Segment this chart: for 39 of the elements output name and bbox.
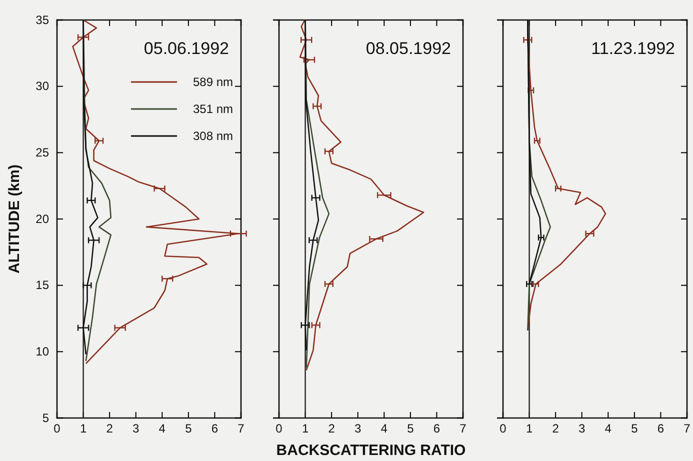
x-tick-label: 3: [578, 422, 586, 436]
x-tick-label: 2: [106, 422, 114, 436]
x-tick-label: 1: [526, 422, 533, 436]
x-tick-label: 5: [185, 422, 192, 436]
y-axis-title: ALTITUDE (km): [6, 164, 23, 274]
x-tick-label: 2: [552, 422, 560, 436]
legend-label: 351 nm: [193, 102, 234, 116]
text: 08.05.1992: [366, 39, 451, 58]
x-tick-label: 3: [354, 422, 362, 436]
x-tick-label: 0: [54, 422, 61, 436]
x-tick-label: 6: [211, 422, 218, 436]
x-axis-title: BACKSCATTERING RATIO: [276, 442, 466, 459]
x-tick-label: 7: [238, 422, 245, 436]
x-tick-label: 0: [276, 422, 283, 436]
text: 11.23.1992: [591, 39, 675, 58]
y-tick-label: 10: [36, 344, 50, 359]
x-tick-label: 0: [500, 422, 507, 436]
x-tick-label: 4: [158, 422, 166, 436]
x-tick-label: 4: [604, 422, 612, 436]
y-tick-label: 5: [42, 410, 50, 425]
x-tick-label: 6: [433, 422, 440, 436]
x-tick-label: 4: [380, 422, 388, 436]
x-tick-label: 6: [657, 422, 664, 436]
y-tick-label: 25: [36, 146, 50, 160]
x-tick-label: 5: [631, 422, 638, 436]
x-tick-label: 5: [407, 422, 414, 436]
x-tick-label: 1: [302, 422, 309, 436]
x-tick-label: 3: [132, 422, 140, 436]
y-tick-label: 35: [36, 12, 50, 27]
y-tick-label: 30: [36, 79, 50, 94]
x-tick-label: 2: [328, 422, 336, 436]
y-tick-label: 20: [36, 212, 50, 226]
x-tick-label: 7: [460, 422, 467, 436]
legend-label: 308 nm: [193, 129, 234, 143]
y-tick-label: 15: [36, 278, 50, 292]
x-tick-label: 1: [80, 422, 87, 436]
legend-label: 589 nm: [193, 75, 234, 89]
text: 05.06.1992: [144, 39, 229, 58]
x-tick-label: 7: [684, 422, 691, 436]
